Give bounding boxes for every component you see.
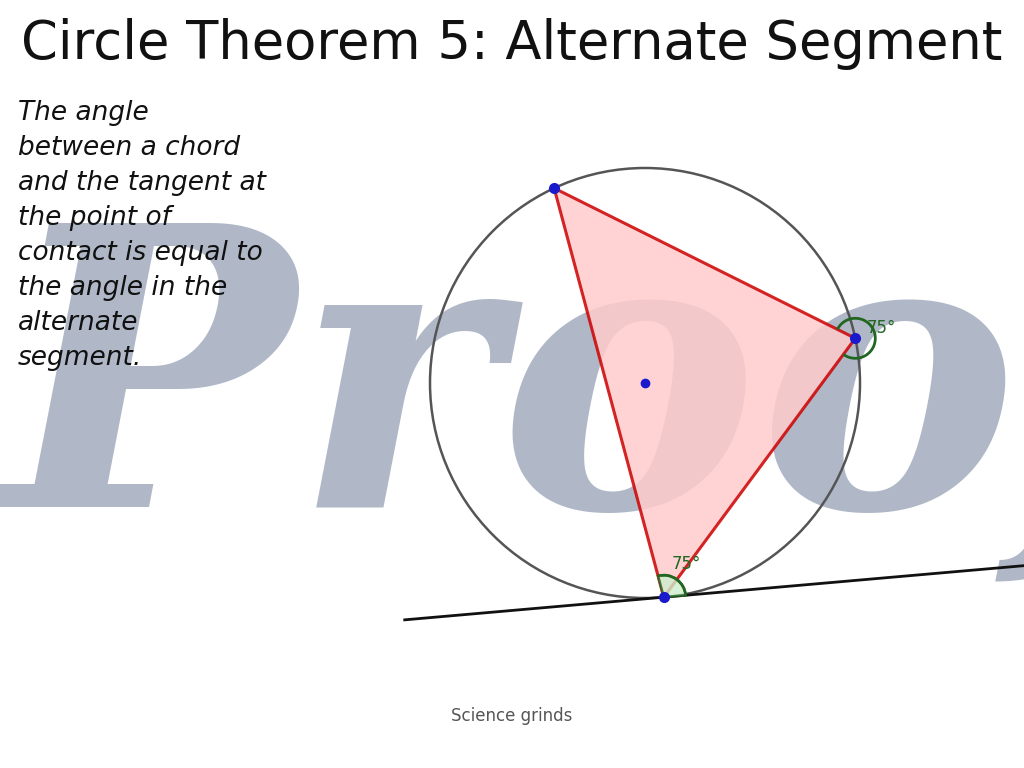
Text: The angle
between a chord
and the tangent at
the point of
contact is equal to
th: The angle between a chord and the tangen… [18,100,266,371]
Polygon shape [554,188,855,598]
Text: 75°: 75° [672,555,701,574]
Text: Science grinds: Science grinds [452,707,572,725]
Wedge shape [658,575,686,598]
Text: 75°: 75° [866,319,896,337]
Text: Circle Theorem 5: Alternate Segment: Circle Theorem 5: Alternate Segment [22,18,1002,70]
Text: Proof: Proof [2,210,1024,588]
